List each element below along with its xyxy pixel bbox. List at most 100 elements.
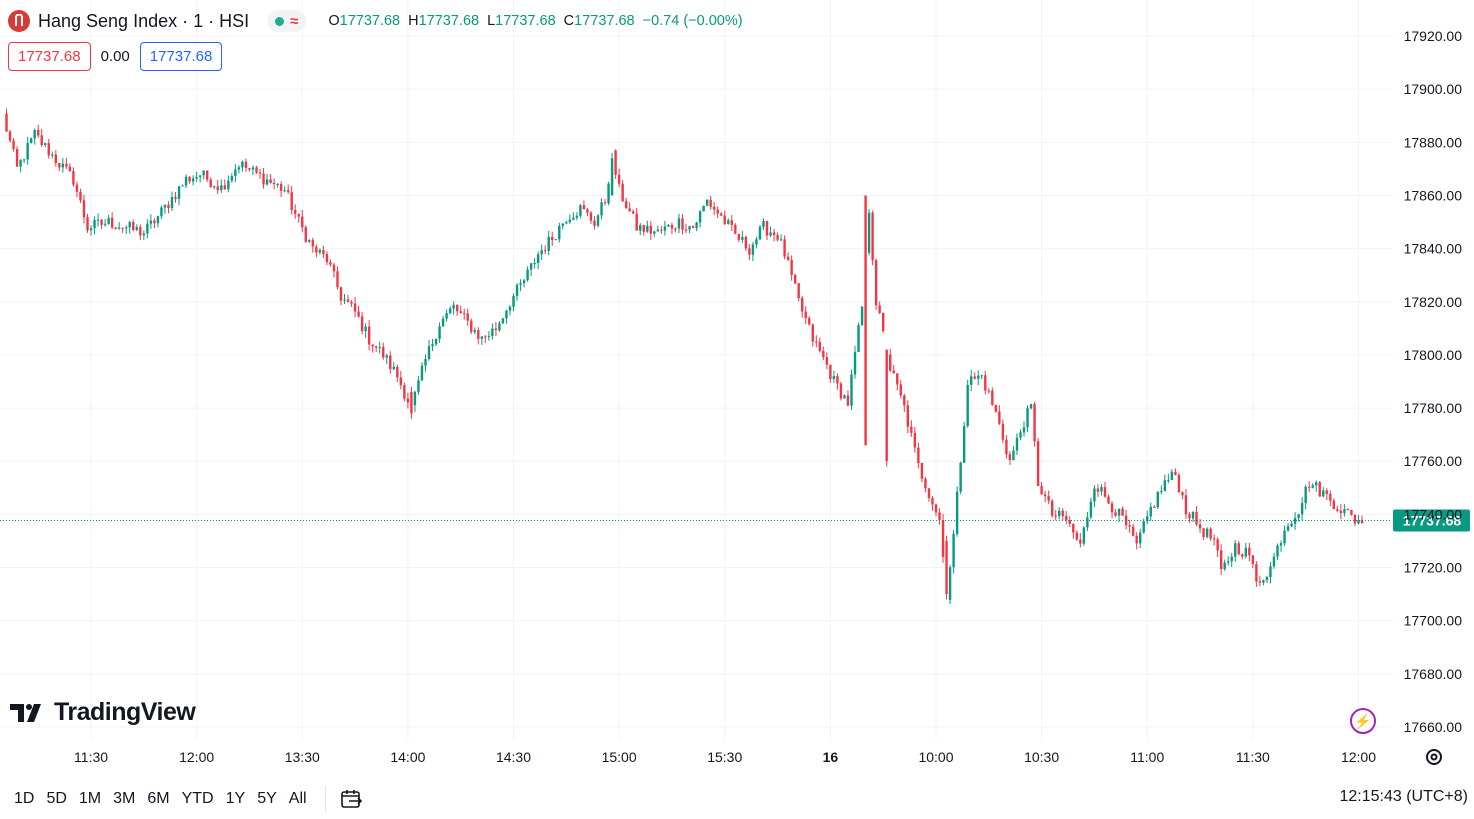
candle-body — [434, 338, 438, 345]
candle-body — [1212, 538, 1216, 540]
clock-timezone[interactable]: 12:15:43 (UTC+8) — [1339, 788, 1468, 805]
candle-body — [1198, 524, 1202, 529]
candle-body — [367, 326, 371, 345]
price-axis[interactable]: 17920.00 17900.00 17880.00 17860.00 17840.00… — [1404, 28, 1463, 735]
candle-body — [413, 391, 417, 406]
range-button-all[interactable]: All — [288, 789, 307, 807]
candle-body — [283, 190, 286, 192]
candle-body — [1184, 495, 1188, 515]
candle-body — [927, 488, 931, 498]
candle-body — [1357, 519, 1360, 524]
range-button-6m[interactable]: 6M — [147, 789, 170, 807]
candle-body — [793, 274, 797, 284]
candle-body — [315, 246, 318, 253]
candle-body — [40, 135, 43, 145]
time-tick-label: 12:00 — [1341, 749, 1376, 765]
candle-body — [850, 374, 853, 406]
tradingview-watermark[interactable]: TradingView — [10, 698, 196, 727]
candle-body — [1251, 555, 1255, 565]
candle-body — [480, 336, 484, 339]
time-tick-label: 15:30 — [707, 749, 742, 765]
candle-body — [1322, 490, 1325, 497]
candle-body — [237, 167, 241, 170]
lightning-icon[interactable]: ⚡ — [1350, 708, 1376, 734]
candle-body — [223, 185, 227, 190]
candle-body — [765, 221, 769, 236]
time-tick-label: 14:30 — [496, 749, 531, 765]
range-button-1y[interactable]: 1Y — [225, 789, 246, 807]
candle-body — [1015, 437, 1019, 451]
candle-body — [642, 225, 645, 232]
candle-body — [37, 129, 40, 136]
candle-body — [1244, 547, 1248, 557]
candle-body — [1167, 479, 1170, 481]
candle-body — [163, 204, 167, 208]
candle-body — [977, 375, 980, 379]
candle-body — [177, 186, 181, 199]
candle-body — [515, 284, 519, 296]
candle-body — [297, 213, 300, 217]
range-button-1d[interactable]: 1D — [14, 789, 35, 807]
candle-body — [1272, 556, 1276, 567]
candle-body — [614, 150, 617, 175]
last-price-tag[interactable] — [1393, 509, 1470, 532]
candle-body — [265, 179, 269, 185]
candle-body — [610, 158, 614, 196]
range-button-5y[interactable]: 5Y — [257, 789, 277, 807]
candle-body — [952, 533, 955, 568]
candle-body — [558, 225, 561, 240]
candle-body — [741, 236, 744, 240]
time-tick-label: 13:30 — [285, 749, 320, 765]
candle-body — [1195, 511, 1198, 525]
candle-body — [332, 264, 336, 272]
range-button-3m[interactable]: 3M — [113, 789, 136, 807]
candle-body — [1072, 523, 1075, 533]
candle-body — [695, 222, 698, 228]
candle-body — [635, 213, 638, 231]
candle-body — [1286, 526, 1290, 531]
low-value: 17737.68 — [495, 13, 556, 29]
candle-body — [1188, 514, 1191, 519]
candle-body — [424, 359, 427, 366]
candle-body — [632, 211, 635, 214]
candle-body — [1061, 510, 1064, 517]
candle-body — [403, 385, 406, 399]
candle-body — [656, 229, 660, 232]
candle-body — [748, 248, 751, 255]
candle-body — [991, 390, 994, 405]
range-button-5d[interactable]: 5D — [46, 789, 67, 807]
candle-body — [29, 138, 33, 144]
candle-body — [255, 167, 258, 173]
candle-body — [385, 355, 388, 358]
candle-body — [498, 323, 501, 331]
last-price-tag-text: 17737.68 — [1403, 513, 1462, 529]
candle-body — [5, 113, 8, 132]
calendar-icon[interactable] — [338, 786, 364, 812]
range-button-ytd[interactable]: YTD — [181, 789, 214, 807]
candle-body — [301, 216, 304, 228]
candle-body — [374, 346, 378, 348]
candle-body — [924, 478, 927, 489]
candle-body — [466, 313, 469, 321]
candle-body — [727, 220, 730, 224]
market-status-pill[interactable]: ≈ — [267, 10, 307, 32]
candle-body — [586, 209, 589, 213]
time-tick-label: 12:00 — [179, 749, 214, 765]
buy-price-button[interactable]: 17737.68 — [139, 42, 223, 71]
candle-body — [68, 166, 72, 171]
sell-price-button[interactable]: 17737.68 — [8, 42, 91, 71]
time-axis[interactable]: 11:30 12:00 13:30 14:00 14:30 15:00 15:30 16 10:… — [74, 749, 1376, 765]
candle-body — [1117, 508, 1121, 516]
symbol-title[interactable]: Hang Seng Index · 1 · HSI — [38, 10, 250, 31]
candle-body — [167, 204, 170, 208]
candle-body — [1332, 500, 1336, 510]
range-button-1m[interactable]: 1M — [78, 789, 102, 807]
candle-body — [1075, 532, 1079, 540]
gear-icon[interactable] — [1423, 746, 1445, 768]
price-tick-label: 17780.00 — [1404, 400, 1463, 416]
time-tick-label: 11:30 — [1236, 749, 1270, 765]
spread-value: 0.00 — [100, 48, 130, 65]
candle-body — [938, 512, 941, 520]
candle-body — [582, 205, 586, 210]
